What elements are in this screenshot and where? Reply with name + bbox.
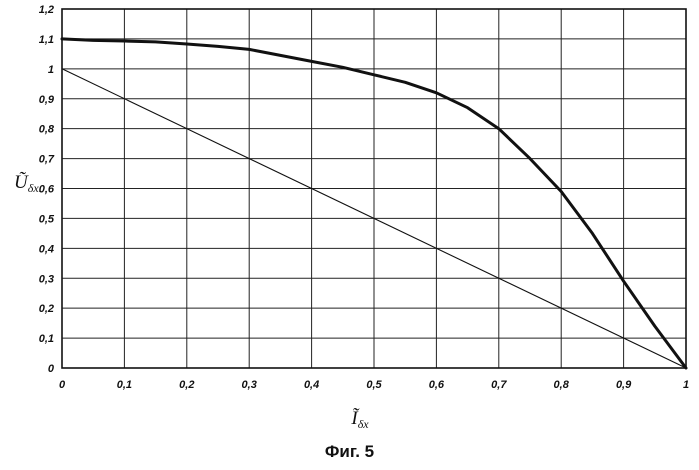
x-tick-label: 0 [59,379,66,391]
x-tick-label: 0,6 [429,379,445,391]
x-tick-label: 0,9 [616,379,632,391]
x-tick-label: 0,7 [491,379,507,391]
x-tick-label: 0,8 [554,379,570,391]
x-axis-label-sub: δx [358,417,370,431]
axis-labels: Ũδx. Ĩδx [14,172,369,431]
y-tick-label: 0,1 [39,333,54,345]
y-tick-label: 0,9 [39,94,55,106]
y-tick-label: 0,2 [39,303,54,315]
y-tick-label: 0,3 [39,273,54,285]
x-tick-label: 0,1 [117,379,132,391]
y-tick-label: 0 [48,363,55,375]
x-tick-label: 0,3 [242,379,257,391]
y-tick-label: 1 [48,64,54,76]
x-tick-label: 0,2 [179,379,194,391]
chart: 0 0,1 0,2 0,3 0,4 0,5 0,6 0,7 0,8 0,9 1 0 0,1 0,2 0,3… [0,0,699,440]
x-tick-labels: 0 0,1 0,2 0,3 0,4 0,5 0,6 0,7 0,8 0,9 1 [59,379,689,391]
x-tick-label: 1 [683,379,689,391]
grid [62,9,686,368]
figure-caption: Фиг. 5 [0,442,699,462]
x-tick-label: 0,4 [304,379,319,391]
y-axis-label-sub: δx. [28,181,42,195]
x-tick-label: 0,5 [366,379,382,391]
x-axis-label: Ĩδx [350,408,369,431]
y-tick-label: 0,8 [39,124,55,136]
y-tick-label: 0,5 [39,213,55,225]
y-tick-label: 1,2 [39,4,54,16]
y-tick-label: 0,7 [39,154,55,166]
y-axis-label: Ũδx. [14,172,42,195]
y-tick-label: 1,1 [39,34,54,46]
y-tick-label: 0,4 [39,243,54,255]
